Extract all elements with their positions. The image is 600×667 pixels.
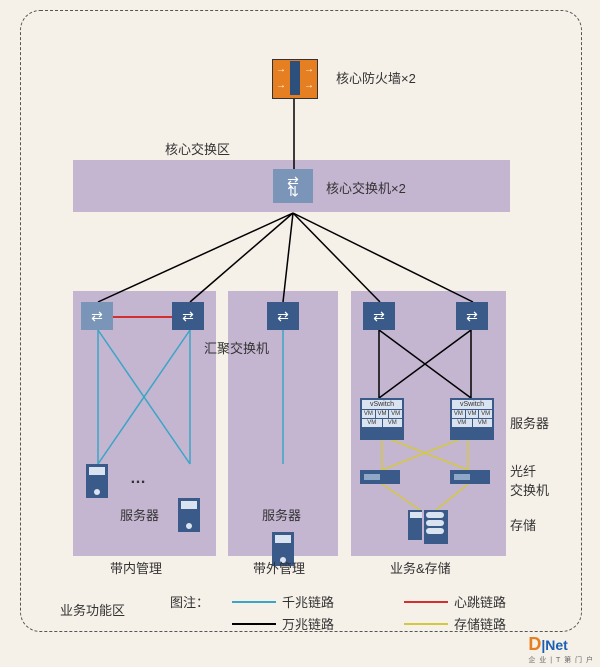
core-switch-label: 核心交换机×2 — [326, 178, 406, 197]
z3-storage-label: 存储 — [510, 515, 536, 534]
legend-heartbeat: 心跳链路 — [392, 592, 506, 611]
firewall-label: 核心防火墙×2 — [336, 68, 416, 87]
agg-switch-label: 汇聚交换机 — [204, 338, 269, 357]
z3-fc-label2: 交换机 — [510, 480, 549, 499]
zone-core-switch-label: 核心交换区 — [165, 139, 230, 158]
zone3-label: 业务&存储 — [390, 558, 451, 577]
z3-storage-icon — [408, 510, 448, 540]
z1-dots: … — [130, 470, 146, 488]
z3-switch2-icon: ⇄ — [456, 302, 488, 330]
z3-server-label: 服务器 — [510, 413, 549, 432]
z3-switch1-icon: ⇄ — [363, 302, 395, 330]
core-switch-icon: ⇄⇅ — [273, 169, 313, 203]
watermark: D|Net 企 业 | T 第 门 户 — [528, 634, 594, 665]
legend-title: 图注： — [170, 592, 209, 611]
firewall-icon: →→ →→ — [272, 59, 318, 99]
z2-server-label: 服务器 — [262, 505, 301, 524]
biz-area-label: 业务功能区 — [60, 600, 125, 619]
z3-fc1-icon — [360, 470, 400, 484]
legend-gigabit: 千兆链路 — [220, 592, 334, 611]
z3-vswitch1-icon: vSwitch VMVMVM VMVM — [360, 398, 404, 440]
z1-server1-icon — [86, 464, 108, 498]
z3-fc2-icon — [450, 470, 490, 484]
z1-server-label: 服务器 — [120, 505, 159, 524]
legend-10g: 万兆链路 — [220, 614, 334, 633]
zone2-label: 带外管理 — [253, 558, 305, 577]
legend-storage: 存储链路 — [392, 614, 506, 633]
zone1-label: 带内管理 — [110, 558, 162, 577]
z2-switch-icon: ⇄ — [267, 302, 299, 330]
z1-switch2-icon: ⇄ — [172, 302, 204, 330]
z3-fc-label1: 光纤 — [510, 461, 536, 480]
diagram-canvas: 核心交换区 →→ →→ 核心防火墙×2 — [0, 0, 600, 667]
z1-server2-icon — [178, 498, 200, 532]
z1-switch1-icon: ⇄ — [81, 302, 113, 330]
z3-vswitch2-icon: vSwitch VMVMVM VMVM — [450, 398, 494, 440]
